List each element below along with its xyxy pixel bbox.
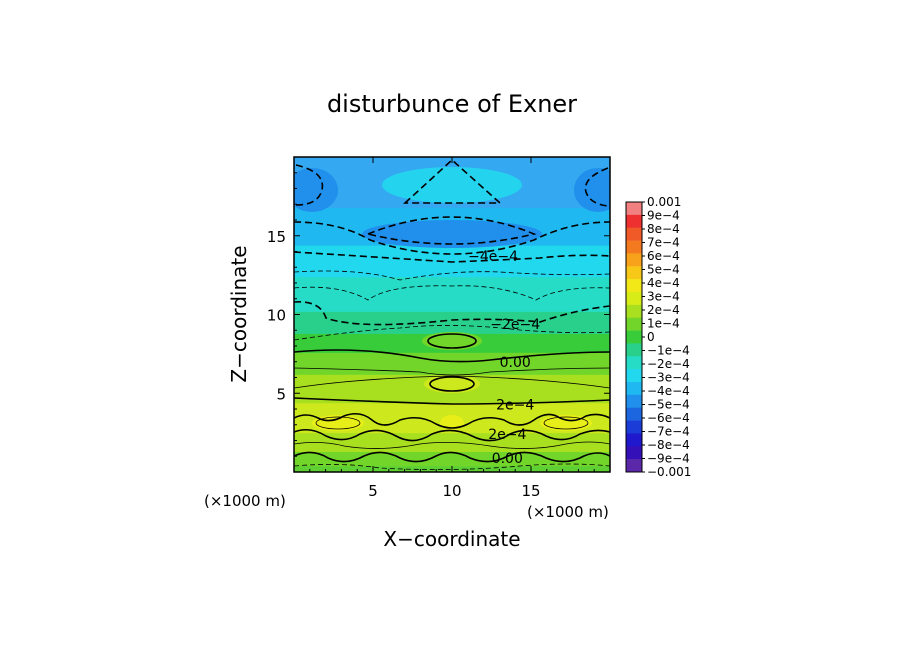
contour-thin-dashed-b: [294, 285, 610, 301]
colorbar-swatch-10: [626, 330, 642, 344]
colorbar-label: −2e−4: [647, 357, 690, 371]
lower-left-cell: [312, 415, 364, 431]
colorbar-label: 6e−4: [647, 249, 680, 263]
colorbar-swatch-11: [626, 343, 642, 357]
y-tick-label: 10: [267, 307, 286, 325]
contour-dashed-left-top: [295, 164, 324, 206]
x-unit-label: (×1000 m): [527, 503, 609, 521]
contour-label-3: 2e−4: [496, 397, 534, 413]
colorbar-swatch-1: [626, 214, 642, 229]
colorbar-swatch-20: [626, 459, 642, 473]
contour-thin-dashed-c: [294, 325, 610, 341]
colorbar-swatch-0: [626, 202, 642, 216]
colorbar-swatch-5: [626, 266, 642, 280]
colorbar-swatch-16: [626, 407, 642, 421]
colorbar-swatch-3: [626, 240, 642, 254]
colorbar-swatch-4: [626, 253, 642, 267]
contour-thin-solid-a: [294, 367, 610, 376]
top-right-low-blob: [574, 168, 610, 212]
colorbar-swatch-19: [626, 446, 642, 460]
colorbar-swatch-18: [626, 433, 642, 447]
colorbar-swatch-7: [626, 292, 642, 306]
colorbar-label: −6e−4: [647, 411, 690, 425]
contour-thin-dashed-a: [294, 270, 610, 281]
contour-lower-right-loop: [543, 416, 589, 430]
colorbar-label: −3e−4: [647, 371, 690, 385]
contour-dashed-upper-b: [294, 221, 610, 255]
colorbar-label: 7e−4: [647, 236, 680, 250]
top-left-low-blob: [294, 168, 338, 212]
y-unit-label: (×1000 m): [204, 492, 286, 510]
colorbar-label: 1e−4: [647, 317, 680, 331]
field-band-1: [294, 451, 610, 467]
colorbar-labels: 0.0019e−48e−47e−46e−45e−44e−43e−42e−41e−…: [642, 195, 691, 479]
colorbar-label: −4e−4: [647, 384, 690, 398]
colorbar-swatch-9: [626, 317, 642, 331]
colorbar-label: −8e−4: [647, 438, 690, 452]
y-axis-ticks: 5 10 15: [267, 172, 610, 457]
colorbar: [625, 201, 643, 473]
y-axis-label: Z−coordinate: [227, 245, 251, 382]
contour-dashed-minus2: [294, 301, 610, 326]
colorbar-label: 0: [647, 330, 655, 344]
colorbar-label: −9e−4: [647, 452, 690, 466]
contour-dashed-minus4: [294, 251, 610, 263]
colorbar-label: 2e−4: [647, 303, 680, 317]
colorbar-swatch-8: [626, 304, 642, 319]
colorbar-label: −0.001: [647, 465, 691, 479]
colorbar-swatch-13: [626, 369, 642, 383]
contour-label-5: 0.00: [492, 451, 523, 467]
x-axis-ticks: 5 10 15: [309, 157, 595, 500]
colorbar-swatch-14: [626, 382, 642, 396]
field-band-7: [294, 311, 610, 334]
x-tick-label: 5: [368, 482, 378, 500]
colorbar-label: 3e−4: [647, 290, 680, 304]
mid-blob-upper: [422, 332, 482, 350]
colorbar-swatch-2: [626, 227, 642, 241]
colorbar-label: 4e−4: [647, 276, 680, 290]
x-tick-label: 15: [521, 482, 540, 500]
chart-title: disturbunce of Exner: [327, 90, 577, 118]
colorbar-swatch-12: [626, 356, 642, 370]
contour-labels: −4e−4 −2e−4 0.00 2e−4 2e−4 0.00: [468, 249, 540, 467]
colorbar-label: 8e−4: [647, 222, 680, 236]
contour-mid-loop-lower: [429, 376, 475, 392]
colorbar-swatch-6: [626, 279, 642, 293]
y-tick-label: 15: [267, 228, 286, 246]
contour-dashed-right-top: [584, 167, 609, 207]
contour-solid-wavy-c: [294, 451, 610, 463]
contour-lower-left-loop: [315, 416, 361, 430]
colorbar-label: 5e−4: [647, 263, 680, 277]
contour-label-1: −2e−4: [490, 317, 540, 333]
x-tick-label: 10: [442, 482, 461, 500]
contour-solid-2e4: [294, 397, 610, 405]
contour-mid-loop-upper: [427, 333, 477, 349]
colorbar-label: 9e−4: [647, 209, 680, 223]
colorbar-swatch-15: [626, 394, 642, 409]
field-band-5: [294, 352, 610, 375]
colorbar-label: 0.001: [647, 195, 681, 209]
colorbar-label: −5e−4: [647, 398, 690, 412]
contour-lines: [294, 158, 610, 470]
contour-label-4: 2e−4: [488, 427, 526, 443]
field-band-8: [294, 276, 610, 312]
mid-blob-lower: [424, 375, 480, 393]
y-tick-label: 5: [276, 385, 286, 403]
colorbar-label: −1e−4: [647, 344, 690, 358]
plot-area: −4e−4 −2e−4 0.00 2e−4 2e−4 0.00: [294, 157, 610, 472]
contour-label-0: −4e−4: [468, 249, 518, 265]
top-high-blob: [382, 167, 522, 203]
contour-thin-solid-c: [294, 441, 610, 449]
contour-dashed-upper-a: [365, 216, 537, 245]
contour-label-2: 0.00: [500, 355, 531, 371]
contour-thin-solid-b: [294, 375, 610, 389]
contour-solid-zero: [294, 349, 610, 363]
colorbar-label: −7e−4: [647, 425, 690, 439]
x-axis-label: X−coordinate: [383, 527, 520, 551]
contour-solid-wavy-b: [294, 428, 610, 442]
colorbar-swatch-17: [626, 420, 642, 434]
